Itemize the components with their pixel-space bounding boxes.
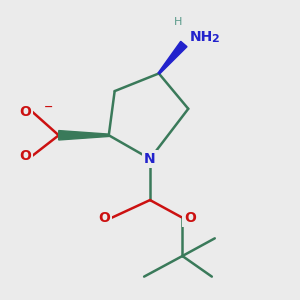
Polygon shape xyxy=(158,41,187,74)
Text: O: O xyxy=(19,149,31,163)
Text: O: O xyxy=(98,211,110,225)
Text: −: − xyxy=(44,101,53,111)
Text: 2: 2 xyxy=(211,34,219,44)
Text: O: O xyxy=(19,105,31,119)
Text: NH: NH xyxy=(190,30,213,44)
Polygon shape xyxy=(59,130,109,140)
Text: N: N xyxy=(144,152,156,166)
Text: O: O xyxy=(184,211,196,225)
Text: H: H xyxy=(174,17,182,27)
